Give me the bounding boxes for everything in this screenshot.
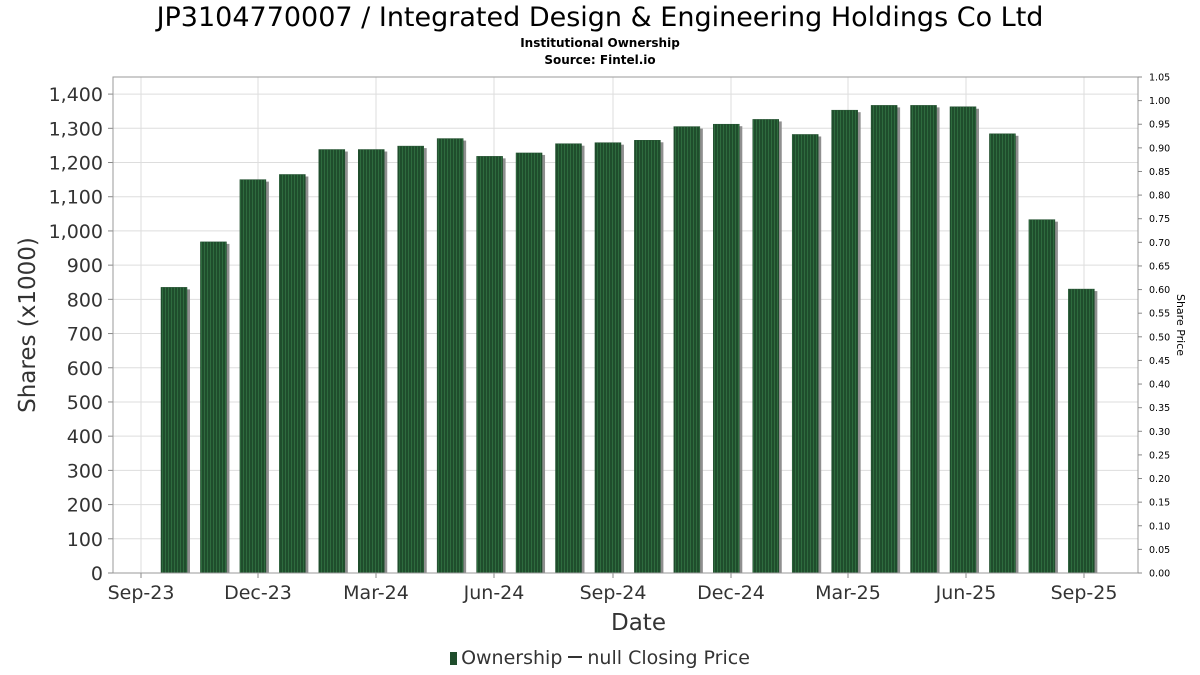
y2-tick-label: 1.00	[1149, 96, 1170, 107]
ownership-bar	[1068, 288, 1095, 574]
chart-source: Source: Fintel.io	[544, 53, 656, 67]
y2-tick-label: 0.75	[1149, 214, 1170, 225]
ownership-bar	[318, 149, 346, 574]
ownership-bar	[673, 126, 701, 574]
x-tick-label: Jun-25	[935, 582, 997, 604]
x-tick-label: Dec-23	[224, 582, 292, 604]
y2-tick-label: 0.30	[1149, 427, 1170, 438]
y2-tick-label: 0.55	[1149, 309, 1170, 320]
ownership-bar	[279, 174, 306, 574]
y-tick-label: 200	[67, 495, 103, 517]
y-tick-label: 0	[91, 563, 103, 585]
ownership-bar	[358, 149, 385, 574]
y2-tick-label: 0.80	[1149, 191, 1170, 202]
y2-tick-label: 0.15	[1149, 498, 1170, 509]
y-tick-label: 800	[67, 289, 103, 311]
y2-tick-label: 0.10	[1149, 521, 1170, 532]
x-tick-label: Dec-24	[697, 582, 765, 604]
y2-tick-label: 1.05	[1149, 73, 1170, 84]
y-tick-label: 100	[67, 529, 103, 551]
y-tick-label: 400	[67, 426, 103, 448]
y-tick-label: 500	[67, 392, 103, 414]
y2-tick-label: 0.50	[1149, 332, 1170, 343]
ownership-bar	[989, 133, 1016, 574]
ownership-bar	[713, 123, 740, 574]
ownership-bar	[200, 241, 227, 574]
ownership-bar	[910, 105, 937, 574]
y-tick-label: 1,100	[49, 187, 103, 209]
y2-tick-label: 0.00	[1149, 569, 1170, 580]
y2-tick-label: 0.25	[1149, 450, 1170, 461]
y2-tick-label: 0.65	[1149, 261, 1170, 272]
y2-tick-label: 0.85	[1149, 167, 1170, 178]
ownership-bar	[436, 138, 464, 574]
ownership-bar	[239, 179, 267, 574]
y2-tick-label: 0.20	[1149, 474, 1170, 485]
y2-tick-label: 0.90	[1149, 143, 1170, 154]
ownership-bar	[752, 119, 779, 574]
y2-tick-label: 0.60	[1149, 285, 1170, 296]
ownership-bar	[397, 145, 424, 574]
y2-tick-label: 0.70	[1149, 238, 1170, 249]
x-tick-label: Sep-25	[1051, 582, 1118, 604]
chart-title: JP3104770007 / Integrated Design & Engin…	[156, 2, 1044, 33]
ownership-bar	[870, 105, 898, 574]
y-tick-label: 1,200	[49, 153, 103, 175]
legend-ownership-label[interactable]: Ownership	[461, 647, 563, 669]
ownership-bar	[949, 106, 977, 574]
legend-closing-price-label[interactable]: null Closing Price	[587, 647, 750, 669]
y-tick-label: 700	[67, 324, 103, 346]
ownership-bar	[515, 152, 543, 574]
y-axis-title: Shares (x1000)	[15, 237, 41, 413]
x-tick-label: Jun-24	[463, 582, 525, 604]
x-tick-label: Sep-23	[108, 582, 175, 604]
ownership-bar	[831, 109, 858, 574]
y2-tick-label: 0.95	[1149, 120, 1170, 131]
y2-axis-title: Share Price	[1174, 294, 1187, 356]
ownership-bar	[791, 134, 819, 574]
y-tick-label: 900	[67, 255, 103, 277]
x-tick-label: Sep-24	[580, 582, 647, 604]
y-tick-label: 600	[67, 358, 103, 380]
closing-price-line-icon	[568, 656, 583, 658]
plot-border	[112, 76, 1139, 574]
y2-tick-label: 0.35	[1149, 403, 1170, 414]
y2-tick-label: 0.40	[1149, 380, 1170, 391]
ownership-bar	[476, 156, 503, 574]
ownership-bar	[594, 142, 622, 574]
ownership-bar	[555, 143, 582, 574]
ownership-chart: 0 100 200 300 400 500 600 700 800 900 1,000 1,100 1,…	[15, 73, 1187, 637]
ownership-bar	[160, 287, 188, 574]
y-tick-label: 300	[67, 460, 103, 482]
ownership-bar	[634, 140, 661, 574]
y2-tick-label: 0.45	[1149, 356, 1170, 367]
chart-legend: Ownership null Closing Price	[0, 647, 1200, 669]
x-axis-title: Date	[611, 610, 666, 636]
x-tick-label: Mar-25	[815, 582, 881, 604]
y-tick-label: 1,300	[49, 118, 103, 140]
x-tick-label: Mar-24	[343, 582, 409, 604]
ownership-swatch-icon	[450, 652, 458, 665]
y2-tick-label: 0.05	[1149, 545, 1170, 556]
y-tick-label: 1,000	[49, 221, 103, 243]
ownership-bar	[1028, 219, 1056, 574]
chart-subtitle: Institutional Ownership	[520, 36, 680, 50]
y-tick-label: 1,400	[49, 84, 103, 106]
